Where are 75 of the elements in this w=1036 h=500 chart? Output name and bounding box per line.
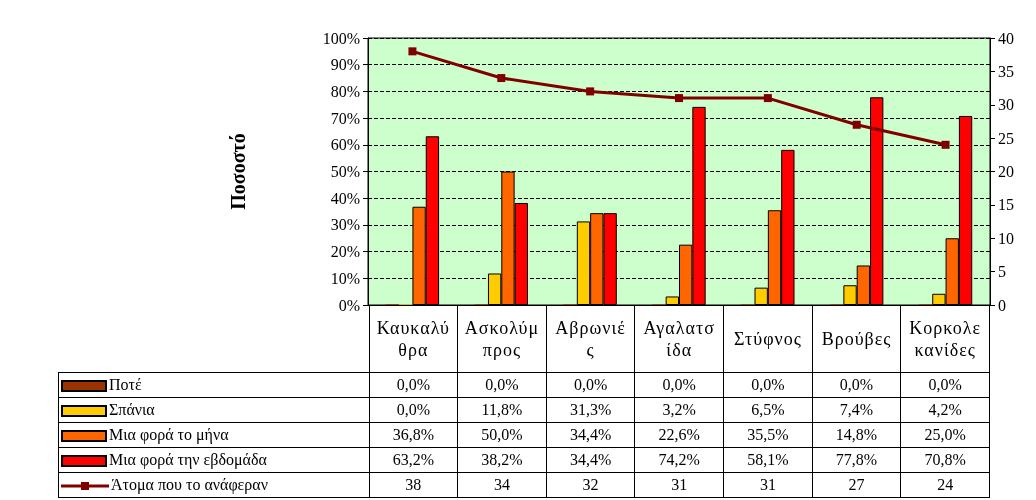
y-tick-label: 60% xyxy=(330,136,360,154)
y-tick-label: 40% xyxy=(330,189,360,207)
y-tick-label: 50% xyxy=(330,163,360,180)
legend-label: Άτομα που το ανάφεραν xyxy=(58,472,369,498)
y2-tick-label: 35 xyxy=(998,62,1014,80)
data-label: 0,0% xyxy=(546,372,635,398)
point xyxy=(408,47,417,56)
y2-tick-label: 0 xyxy=(998,296,1006,314)
data-label: 38 xyxy=(369,472,458,498)
data-label: 77,8% xyxy=(812,447,901,473)
data-label: 34 xyxy=(457,472,547,498)
y-tick-label: 90% xyxy=(330,56,360,74)
data-label: 38,2% xyxy=(457,447,547,473)
data-label: 0,0% xyxy=(723,372,813,398)
legend-label: Μια φορά την εβδομάδα xyxy=(58,447,369,473)
y2-tick-label: 15 xyxy=(998,196,1014,214)
legend-label: Μια φορά το μήνα xyxy=(58,422,369,448)
x-tick-label: Αβρωνιές xyxy=(546,305,635,373)
data-label: 74,2% xyxy=(634,447,724,473)
point xyxy=(586,87,595,96)
x-tick-label: Στύφνος xyxy=(723,305,813,373)
data-label: 34,4% xyxy=(546,447,635,473)
data-label: 31,3% xyxy=(546,397,635,423)
y-axis-title: Ποσοστό xyxy=(227,133,249,210)
data-label: 24 xyxy=(900,472,990,498)
data-label: 0,0% xyxy=(812,372,901,398)
y2-tick-label: 30 xyxy=(998,96,1014,114)
data-label: 31 xyxy=(634,472,724,498)
y-tick-label: 30% xyxy=(330,216,360,234)
data-label: 31 xyxy=(723,472,813,498)
y-tick-label: 0% xyxy=(338,296,360,314)
y-tick-label: 10% xyxy=(330,269,360,287)
data-label: 0,0% xyxy=(369,397,458,423)
data-label: 0,0% xyxy=(369,372,458,398)
data-label: 6,5% xyxy=(723,397,813,423)
y-tick-label: 80% xyxy=(330,82,360,100)
point xyxy=(675,94,683,103)
y2-tick-label: 40 xyxy=(998,29,1014,47)
data-label: 11,8% xyxy=(457,397,547,423)
data-label: 0,0% xyxy=(900,372,990,398)
data-label: 25,0% xyxy=(900,422,990,448)
data-label: 32 xyxy=(546,472,635,498)
data-label: 58,1% xyxy=(723,447,813,473)
legend-label: Ποτέ xyxy=(58,372,369,398)
data-label: 36,8% xyxy=(369,422,458,448)
data-label: 4,2% xyxy=(900,397,990,423)
data-label: 7,4% xyxy=(812,397,901,423)
data-label: 14,8% xyxy=(812,422,901,448)
y-tick-label: 20% xyxy=(330,243,360,261)
y2-tick-label: 20 xyxy=(998,163,1014,180)
data-label: 0,0% xyxy=(634,372,724,398)
y-tick-label: 70% xyxy=(330,109,360,127)
point xyxy=(763,94,772,103)
y-tick-label: 100% xyxy=(322,29,360,47)
x-tick-label: Κορκολεκανίδες xyxy=(900,305,990,373)
y2-tick-label: 10 xyxy=(998,229,1014,247)
data-label: 27 xyxy=(812,472,901,498)
data-label: 22,6% xyxy=(634,422,724,448)
point xyxy=(941,140,950,149)
data-label: 35,5% xyxy=(723,422,813,448)
x-tick-label: Καυκαλύθρα xyxy=(369,305,458,373)
point xyxy=(497,74,506,83)
legend-label: Σπάνια xyxy=(58,397,369,423)
x-tick-label: Αγαλατσίδα xyxy=(634,305,724,373)
y2-tick-label: 5 xyxy=(998,263,1006,281)
data-label: 0,0% xyxy=(457,372,547,398)
x-tick-label: Ασκολύμπρος xyxy=(457,305,547,373)
x-tick-label: Βρούβες xyxy=(812,305,901,373)
data-label: 70,8% xyxy=(900,447,990,473)
y2-tick-label: 25 xyxy=(998,129,1014,147)
data-label: 50,0% xyxy=(457,422,547,448)
data-label: 34,4% xyxy=(546,422,635,448)
data-label: 3,2% xyxy=(634,397,724,423)
data-label: 63,2% xyxy=(369,447,458,473)
point xyxy=(852,120,861,129)
